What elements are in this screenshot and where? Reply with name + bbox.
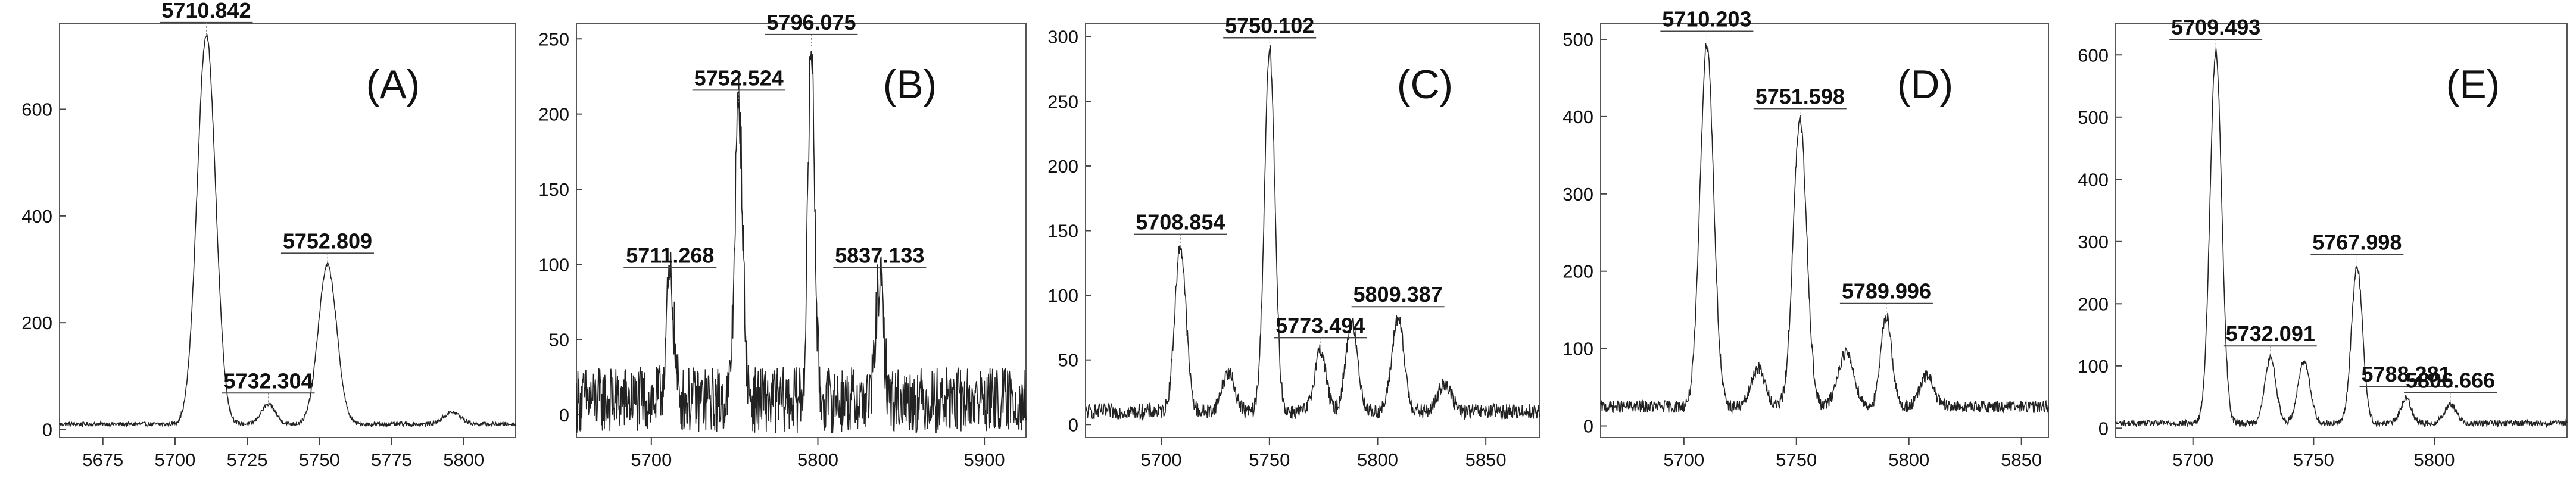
y-tick-label: 0 (1583, 416, 1593, 437)
peak-label: 5711.268 (626, 243, 714, 268)
x-tick-label: 5850 (2001, 449, 2042, 470)
peak-label: 5710.203 (1662, 7, 1751, 31)
y-tick-label: 150 (538, 179, 569, 200)
y-tick-label: 500 (2078, 107, 2109, 128)
y-tick-label: 500 (1563, 29, 1593, 50)
y-tick-label: 400 (1563, 107, 1593, 127)
x-tick-label: 5750 (1776, 449, 1817, 470)
y-tick-label: 200 (21, 312, 52, 333)
x-tick-label: 5800 (2414, 449, 2455, 470)
y-tick-label: 50 (1058, 350, 1078, 371)
peak-label: 5732.091 (2226, 321, 2315, 346)
x-tick-label: 5800 (443, 449, 484, 470)
chart-panel-d: 0 100 200 300 400 500 5700 5750 5800 5850 5710.203… (1563, 7, 2049, 470)
x-tick-label: 5775 (371, 449, 412, 470)
peak-label: 5806.666 (2406, 368, 2495, 393)
spectrum-line (1085, 45, 1540, 421)
plot-frame (576, 23, 1027, 438)
y-tick-label: 200 (1047, 156, 1078, 177)
x-tick-label: 5750 (2293, 449, 2334, 470)
spectrum-line (59, 34, 516, 428)
x-tick-label: 5675 (82, 449, 123, 470)
peak-label: 5773.494 (1275, 313, 1365, 337)
peak-label: 5750.102 (1225, 13, 1314, 37)
y-tick-label: 400 (21, 206, 52, 227)
chart-panel-a: 0 200 400 600 5675 5700 5725 5750 5775 5800 5710.8… (21, 0, 516, 470)
y-tick-label: 100 (538, 254, 569, 275)
x-tick-label: 5850 (1465, 449, 1507, 470)
x-tick-label: 5800 (797, 449, 838, 470)
x-tick-label: 5700 (2172, 449, 2213, 470)
plot-frame (1600, 23, 2049, 438)
x-tick-label: 5800 (1888, 449, 1929, 470)
peak-label: 5809.387 (1354, 282, 1443, 307)
peak-label: 5752.809 (283, 229, 372, 253)
peak-label: 5709.493 (2171, 15, 2260, 39)
y-tick-label: 0 (2098, 418, 2109, 439)
y-tick-label: 100 (1047, 285, 1078, 306)
peak-label: 5767.998 (2312, 230, 2402, 255)
panel-label: (C) (1397, 62, 1453, 107)
spectrum-line (2115, 48, 2568, 429)
x-tick-label: 5750 (1249, 449, 1290, 470)
y-tick-label: 100 (1563, 339, 1593, 360)
plot-frame (2115, 23, 2568, 438)
y-tick-label: 400 (2078, 169, 2109, 190)
y-tick-label: 200 (2078, 293, 2109, 314)
x-tick-label: 5900 (964, 449, 1005, 470)
x-tick-label: 5700 (1663, 449, 1704, 470)
y-tick-label: 300 (2078, 232, 2109, 252)
x-tick-label: 5800 (1357, 449, 1398, 470)
peak-label: 5788.281 (2361, 362, 2450, 386)
y-tick-label: 250 (538, 29, 569, 49)
x-tick-label: 5700 (154, 449, 195, 470)
y-tick-label: 150 (1047, 221, 1078, 242)
y-tick-label: 100 (2078, 356, 2109, 377)
peak-label: 5789.996 (1842, 279, 1931, 304)
y-tick-label: 300 (1563, 184, 1593, 205)
y-tick-label: 0 (1068, 414, 1078, 435)
peak-label: 5796.075 (766, 10, 856, 35)
y-tick-label: 0 (42, 420, 52, 440)
y-tick-label: 300 (1047, 27, 1078, 48)
panel-label: (A) (366, 62, 420, 107)
y-tick-label: 50 (549, 330, 569, 351)
panel-label: (E) (2446, 62, 2500, 107)
spectrum-line (1600, 43, 2049, 414)
panel-label: (D) (1897, 62, 1953, 107)
plot-frame (59, 23, 516, 438)
chart-panel-b: 0 50 100 150 200 250 5700 5800 5900 5711.268 5752.… (538, 10, 1027, 470)
y-tick-label: 200 (1563, 261, 1593, 282)
y-tick-label: 600 (21, 99, 52, 120)
peak-label: 5837.133 (835, 243, 924, 268)
y-tick-label: 0 (559, 405, 569, 426)
y-tick-label: 600 (2078, 45, 2109, 65)
y-tick-label: 200 (538, 104, 569, 125)
peak-label: 5732.304 (223, 368, 313, 393)
chart-panel-e: 0 100 200 300 400 500 600 5700 5750 5800 5709.493 5… (2078, 15, 2568, 470)
chart-panel-c: 0 50 100 150 200 250 300 5700 5750 5800 5850 5708.8… (1047, 13, 1540, 470)
x-tick-label: 5700 (631, 449, 672, 470)
panel-label: (B) (883, 62, 937, 107)
x-tick-label: 5750 (299, 449, 340, 470)
y-tick-label: 250 (1047, 91, 1078, 112)
spectrum-line (576, 51, 1027, 433)
x-tick-label: 5700 (1141, 449, 1182, 470)
peak-label: 5710.842 (161, 0, 251, 23)
x-tick-label: 5725 (227, 449, 268, 470)
peak-label: 5708.854 (1136, 210, 1225, 235)
peak-label: 5751.598 (1755, 84, 1845, 108)
peak-label: 5752.524 (694, 65, 784, 90)
